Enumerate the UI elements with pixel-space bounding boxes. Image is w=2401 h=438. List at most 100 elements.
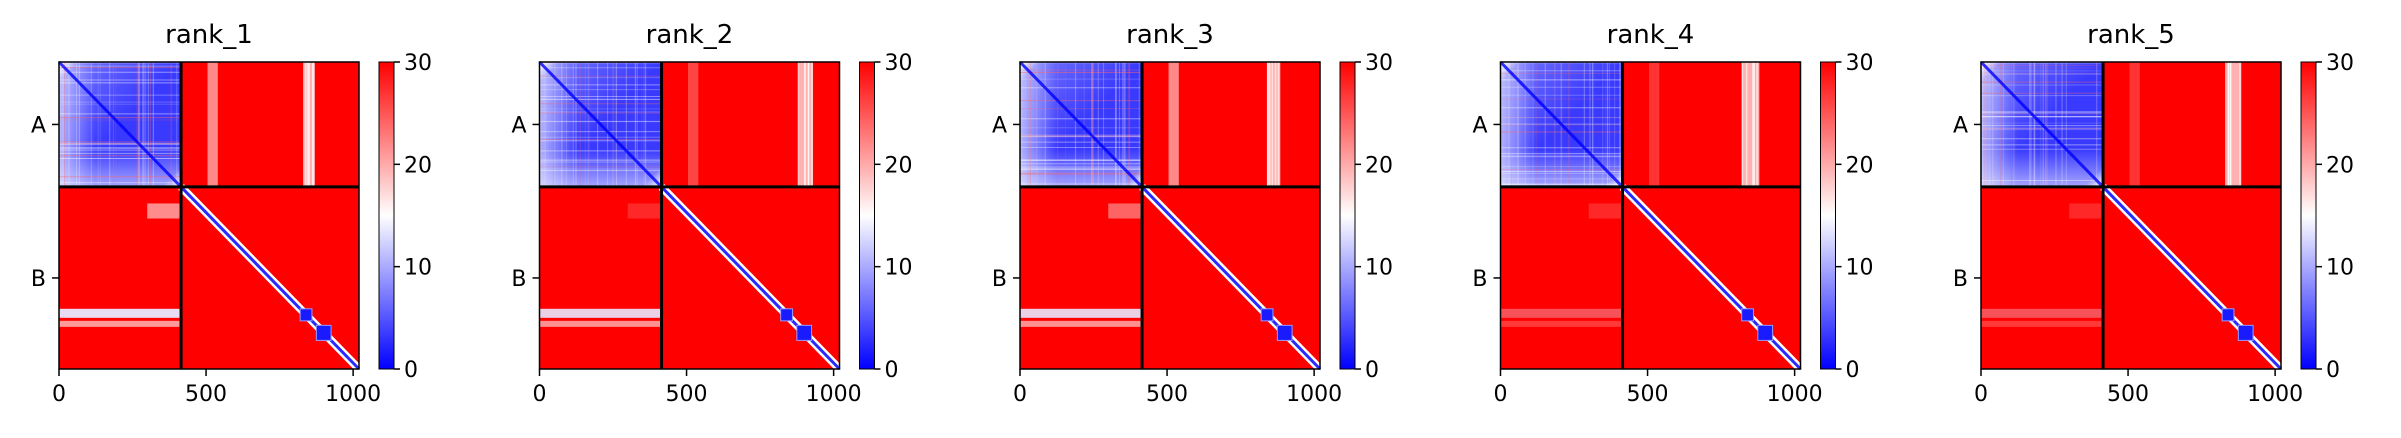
diagonal-aa: [1499, 60, 1624, 188]
colorbar-tick-label: 30: [885, 51, 913, 76]
y-tick-label: A: [1953, 113, 1968, 138]
block-ba-band: [1588, 203, 1623, 219]
y-tick-label: A: [511, 113, 526, 138]
domain-2: [796, 324, 813, 341]
colorbar-tick-label: 0: [1365, 358, 1379, 383]
y-tick-label: B: [31, 267, 46, 292]
y-tick-label: B: [992, 267, 1007, 292]
y-tick-label: B: [1953, 267, 1968, 292]
colorbar-tick-label: 10: [1365, 256, 1393, 281]
panel-title: rank_1: [165, 20, 253, 50]
colorbar-tick-label: 30: [1365, 51, 1393, 76]
domain-2: [1276, 324, 1293, 341]
block-ba-band: [1020, 320, 1143, 327]
block-ba-band: [59, 320, 182, 327]
x-tick-label: 500: [666, 382, 708, 407]
block-ba-band: [59, 308, 182, 318]
block-ba-band: [1500, 320, 1623, 327]
x-tick-label: 1000: [1767, 382, 1823, 407]
diagonal-aa: [1018, 60, 1144, 188]
colorbar-frame: [1820, 61, 1836, 370]
y-tick-label: B: [511, 267, 526, 292]
heatmap-panel: rank_2 0 500 1000 A B 0 10 20 30: [511, 20, 912, 407]
colorbar-tick-label: 0: [885, 358, 899, 383]
colorbar: [1820, 62, 1836, 369]
colorbar-tick-label: 30: [1846, 51, 1874, 76]
plot-frame: [58, 61, 360, 370]
colorbar-tick-label: 20: [404, 153, 432, 178]
panel-title: rank_4: [1607, 20, 1695, 50]
block-ba-band: [1981, 308, 2104, 318]
domain-1: [1741, 308, 1754, 322]
plot-frame: [538, 61, 841, 370]
y-tick-label: B: [1472, 267, 1487, 292]
colorbar-tick-label: 20: [1365, 153, 1393, 178]
colorbar-frame: [1339, 61, 1356, 370]
domain-1: [2221, 308, 2235, 322]
domain-2: [315, 324, 332, 341]
colorbar-frame: [2300, 61, 2317, 370]
domain-2: [2237, 324, 2254, 341]
colorbar-tick-label: 30: [2326, 51, 2354, 76]
colorbar-tick-label: 0: [404, 358, 418, 383]
block-ab-band: [2129, 62, 2140, 187]
colorbar-tick-label: 10: [1846, 256, 1874, 281]
domain-2: [1757, 324, 1774, 341]
block-ba-band: [1981, 320, 2104, 327]
block-ba-band: [539, 308, 662, 318]
colorbar: [2301, 62, 2316, 369]
colorbar: [1340, 62, 1355, 369]
panel-title: rank_5: [2087, 20, 2175, 50]
colorbar-tick-label: 0: [1846, 358, 1860, 383]
heatmap-panel: rank_1 0 500 1000 A B 0 10 20 30: [31, 20, 432, 407]
panel-title: rank_3: [1126, 20, 1214, 50]
colorbar-tick-label: 20: [2326, 153, 2354, 178]
block-ba-band: [1108, 203, 1143, 219]
y-tick-label: A: [31, 113, 46, 138]
plot-frame: [1980, 61, 2282, 370]
x-tick-label: 500: [1627, 382, 1669, 407]
plot-frame: [1019, 61, 1321, 370]
colorbar-tick-label: 0: [2326, 358, 2340, 383]
panel-title: rank_2: [646, 20, 734, 50]
colorbar-tick-label: 20: [1846, 153, 1874, 178]
y-tick-label: A: [1472, 113, 1487, 138]
x-tick-label: 0: [533, 382, 547, 407]
heatmap-panel: rank_5 0 500 1000 A B 0 10 20 30: [1953, 20, 2354, 407]
y-tick-label: A: [992, 113, 1007, 138]
x-tick-label: 0: [52, 382, 66, 407]
block-ba-band: [147, 203, 182, 219]
block-ba-band: [1020, 308, 1143, 318]
block-ab-band: [207, 62, 218, 187]
plot-frame: [1499, 61, 1802, 370]
block-ab-band: [1649, 62, 1660, 187]
x-tick-label: 0: [1974, 382, 1988, 407]
heatmap-panel: rank_4 0 500 1000 A B 0 10 20 30: [1472, 20, 1873, 407]
heatmap-panel: rank_3 0 500 1000 A B 0 10 20 30: [992, 20, 1393, 407]
block-ab-band: [1168, 62, 1179, 187]
x-tick-label: 1000: [806, 382, 862, 407]
block-ba-band: [539, 320, 662, 327]
colorbar: [859, 62, 875, 369]
diagonal-aa: [538, 60, 663, 188]
colorbar-tick-label: 10: [885, 256, 913, 281]
domain-1: [1260, 308, 1274, 322]
domain-1: [780, 308, 793, 322]
block-ab-band: [688, 62, 699, 187]
diagonal-aa: [1979, 60, 2105, 188]
block-ba-band: [627, 203, 662, 219]
x-tick-label: 1000: [325, 382, 381, 407]
colorbar-tick-label: 10: [404, 256, 432, 281]
x-tick-label: 0: [1013, 382, 1027, 407]
block-ba-band: [2069, 203, 2104, 219]
colorbar-frame: [378, 61, 395, 370]
domain-1: [299, 308, 313, 322]
x-tick-label: 500: [1146, 382, 1188, 407]
colorbar-tick-label: 20: [885, 153, 913, 178]
x-tick-label: 500: [2107, 382, 2149, 407]
diagonal-aa: [57, 60, 183, 188]
colorbar-frame: [859, 61, 875, 370]
x-tick-label: 1000: [1286, 382, 1342, 407]
colorbar-tick-label: 30: [404, 51, 432, 76]
